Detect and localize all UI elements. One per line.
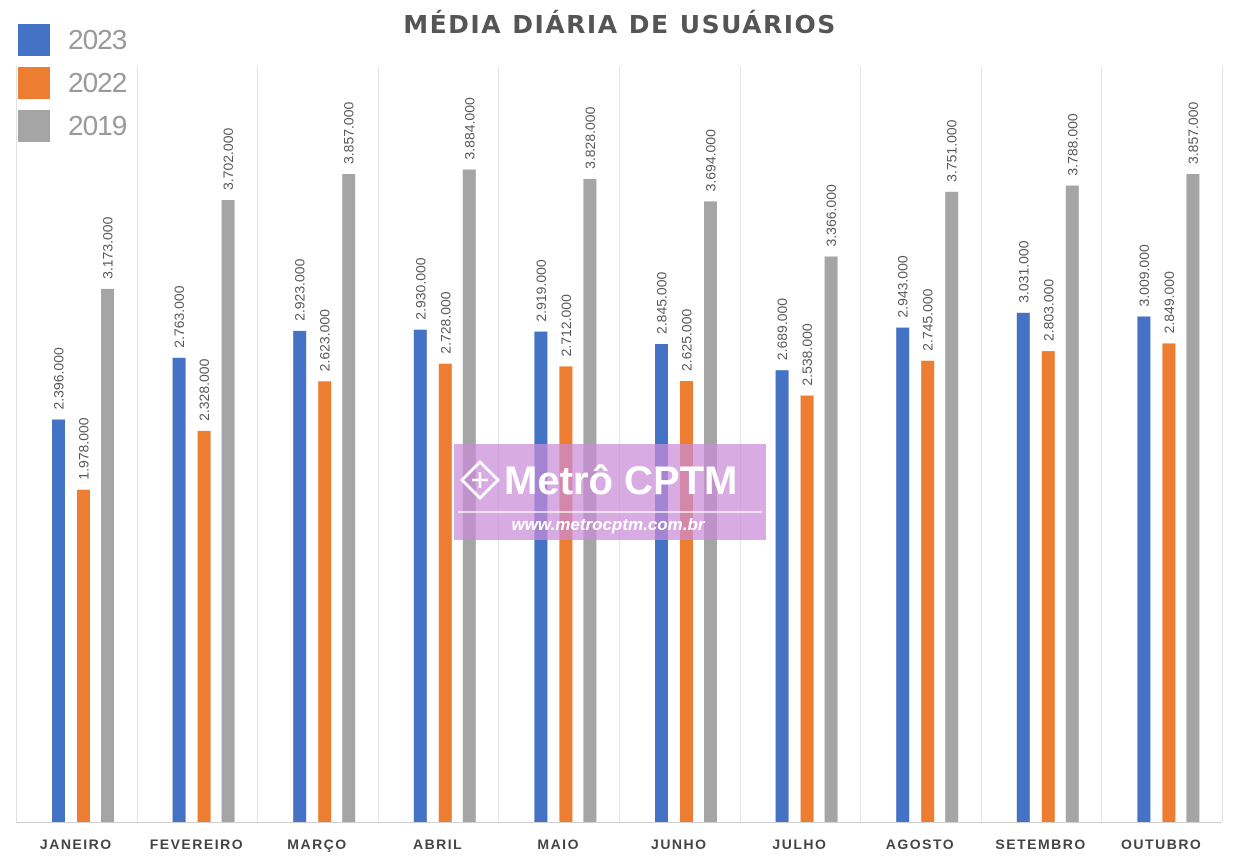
bar-2022-9 xyxy=(1162,343,1176,822)
metro-diamond-icon xyxy=(459,459,501,501)
legend-swatch-2022 xyxy=(18,66,50,99)
category-label-1: FEVEREIRO xyxy=(150,836,244,852)
category-label-7: AGOSTO xyxy=(886,836,955,852)
data-label-2019-4: 3.828.000 xyxy=(582,106,598,168)
category-label-3: ABRIL xyxy=(413,836,463,852)
category-label-5: JUNHO xyxy=(651,836,708,852)
data-label-2019-1: 3.702.000 xyxy=(220,128,236,190)
bar-2022-8 xyxy=(1041,351,1055,822)
legend: 2023 2022 2019 xyxy=(18,18,158,147)
data-label-2019-0: 3.173.000 xyxy=(100,216,116,278)
legend-label-2023: 2023 xyxy=(68,23,127,55)
bar-2019-1 xyxy=(221,200,235,822)
data-label-2022-6: 2.538.000 xyxy=(799,323,815,385)
data-label-2022-8: 2.803.000 xyxy=(1040,279,1056,341)
data-label-2022-0: 1.978.000 xyxy=(76,417,92,479)
legend-label-2019: 2019 xyxy=(68,109,127,141)
legend-item-2023: 2023 xyxy=(18,18,158,61)
watermark-brand-text: Metrô CPTM xyxy=(504,459,737,503)
data-label-2022-2: 2.623.000 xyxy=(317,309,333,371)
data-label-2022-5: 2.625.000 xyxy=(679,309,695,371)
metro-arrows-icon xyxy=(472,472,488,488)
data-label-2019-9: 3.857.000 xyxy=(1185,102,1201,164)
category-label-6: JULHO xyxy=(772,836,827,852)
bar-2019-7 xyxy=(945,191,959,823)
data-label-2023-2: 2.923.000 xyxy=(292,258,308,320)
bar-2023-9 xyxy=(1137,316,1151,822)
category-label-8: SETEMBRO xyxy=(995,836,1086,852)
bar-2022-0 xyxy=(77,489,90,822)
bar-2023-6 xyxy=(775,370,789,822)
bar-2023-3 xyxy=(413,329,427,822)
data-label-2019-2: 3.857.000 xyxy=(341,102,357,164)
bar-2022-6 xyxy=(800,395,814,822)
data-label-2023-7: 2.943.000 xyxy=(895,255,911,317)
data-label-2023-1: 2.763.000 xyxy=(171,285,187,347)
category-label-4: MAIO xyxy=(537,836,580,852)
data-label-2019-7: 3.751.000 xyxy=(944,119,960,181)
data-label-2022-7: 2.745.000 xyxy=(920,288,936,350)
chart-title: MÉDIA DIÁRIA DE USUÁRIOS xyxy=(403,10,837,39)
bar-2019-6 xyxy=(824,256,838,822)
legend-item-2019: 2019 xyxy=(18,104,158,147)
bar-2022-2 xyxy=(318,381,332,822)
data-label-2023-6: 2.689.000 xyxy=(774,298,790,360)
data-label-2019-6: 3.366.000 xyxy=(823,184,839,246)
data-label-2023-0: 2.396.000 xyxy=(51,347,67,409)
data-label-2022-1: 2.328.000 xyxy=(196,358,212,420)
bar-2023-2 xyxy=(293,330,307,822)
data-label-2022-9: 2.849.000 xyxy=(1161,271,1177,333)
legend-swatch-2023 xyxy=(18,23,50,56)
bar-2019-0 xyxy=(101,288,114,822)
bar-2022-1 xyxy=(197,430,211,822)
data-label-2023-4: 2.919.000 xyxy=(533,259,549,321)
data-label-2019-5: 3.694.000 xyxy=(703,129,719,191)
category-label-0: JANEIRO xyxy=(40,836,113,852)
category-label-2: MARÇO xyxy=(287,836,347,852)
data-label-2019-3: 3.884.000 xyxy=(461,97,477,159)
bar-2022-3 xyxy=(438,363,452,822)
bar-2019-2 xyxy=(342,174,356,822)
data-label-2019-8: 3.788.000 xyxy=(1064,113,1080,175)
bar-2019-9 xyxy=(1186,174,1200,822)
watermark-url-text: www.metrocptm.com.br xyxy=(511,515,705,534)
data-label-2022-4: 2.712.000 xyxy=(558,294,574,356)
legend-item-2022: 2022 xyxy=(18,61,158,104)
bar-2023-7 xyxy=(896,327,910,822)
legend-swatch-2019 xyxy=(18,109,50,142)
watermark-background xyxy=(454,444,766,540)
data-label-2023-9: 3.009.000 xyxy=(1136,244,1152,306)
bar-2019-8 xyxy=(1065,185,1079,823)
bar-2023-4 xyxy=(534,331,548,822)
bar-2023-8 xyxy=(1016,312,1030,822)
bar-2023-5 xyxy=(655,344,668,822)
data-label-2023-3: 2.930.000 xyxy=(412,257,428,319)
watermark-logo: Metrô CPTM www.metrocptm.com.br xyxy=(454,444,766,540)
data-label-2023-8: 3.031.000 xyxy=(1015,240,1031,302)
bar-2022-7 xyxy=(921,360,935,822)
legend-label-2022: 2022 xyxy=(68,66,127,98)
bar-2023-1 xyxy=(172,357,186,822)
bar-2022-4 xyxy=(559,366,573,822)
data-label-2022-3: 2.728.000 xyxy=(437,291,453,353)
data-label-2023-5: 2.845.000 xyxy=(654,272,670,334)
category-label-9: OUTUBRO xyxy=(1121,836,1202,852)
bar-2023-0 xyxy=(52,419,65,822)
